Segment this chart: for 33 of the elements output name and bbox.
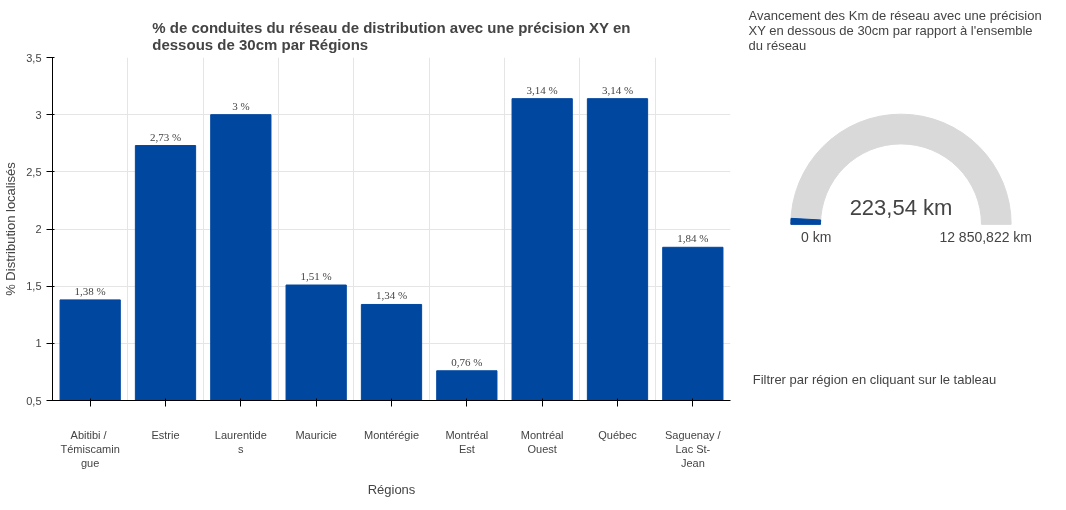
x-tick-label: Abitibi / Témiscamingue [60,428,120,470]
x-tick-label: Montréal Ouest [520,428,564,455]
x-tick-label: Montérégie [363,428,420,441]
data-label: 1,51 % [300,270,332,283]
y-tick-label: 2,5 [26,165,42,178]
y-tick-label: 3,5 [26,51,42,64]
y-tick-label: 1,5 [26,280,42,293]
x-axis-title: Régions [367,482,416,498]
text: Avancement des Km de réseau avec une précision XY en dessous de 30cm par rapport à l'ensemble du réseau [748,7,1042,53]
data-label: 2,73 % [149,130,182,143]
x-tick-label: Mauricie [295,428,337,441]
x-tick-label: Estrie [151,428,180,441]
data-label: 1,84 % [677,232,709,245]
data-label: 223,54 km [849,194,953,220]
data-label: 1,34 % [375,289,408,302]
y-tick-label: 3 [35,108,42,121]
data-label: 3,14 % [601,83,634,96]
x-tick-label: Laurentides [214,428,267,455]
x-tick-label: Saguenay / Lac St-Jean [665,428,722,470]
y-tick-label: 0,5 [26,394,42,407]
text: 0 km [801,229,832,245]
data-label: 3,14 % [526,83,558,96]
chart-title: % de conduites du réseau de distribution avec une précision XY en dessous de 30cm par Régions [152,18,631,53]
data-label: 3 % [232,99,250,112]
x-tick-label: Québec [598,428,638,441]
data-label: 1,38 % [74,284,106,297]
data-label: 12 850,822 km [939,229,1033,245]
text: Filtrer par région en cliquant sur le tableau [752,371,997,387]
y-tick-label: 2 [35,223,42,235]
x-tick-label: Montréal Est [445,428,489,455]
y-axis-title: % Distribution localisés [3,161,19,296]
y-tick-label: 1 [35,337,42,350]
data-label: 0,76 % [451,355,483,368]
